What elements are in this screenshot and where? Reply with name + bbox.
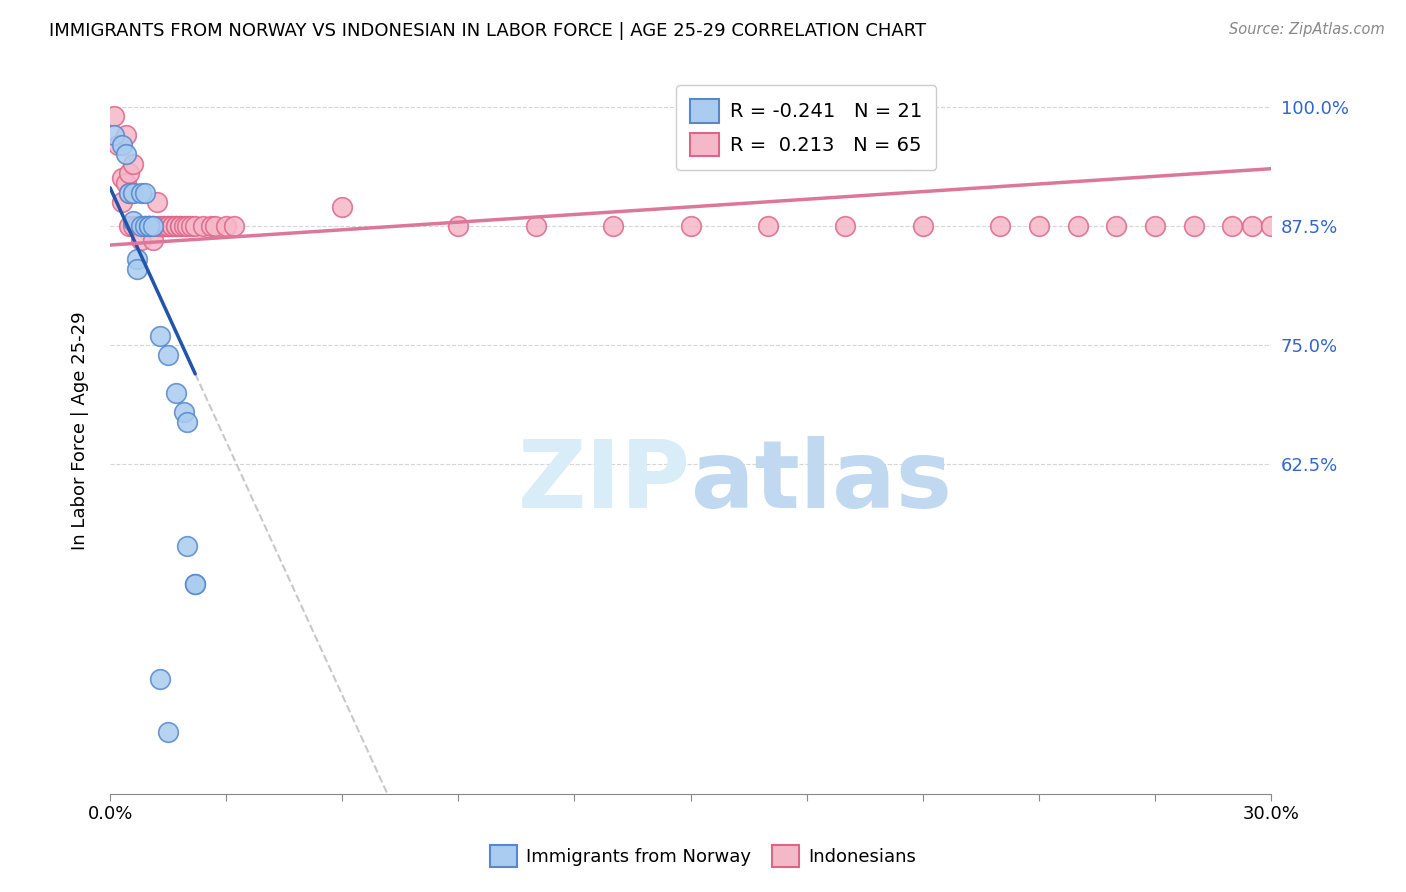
- Point: [138, 219, 160, 233]
- Text: ZIP: ZIP: [517, 436, 690, 528]
- Point: [118, 166, 141, 180]
- Point: [222, 219, 245, 233]
- Legend: Immigrants from Norway, Indonesians: Immigrants from Norway, Indonesians: [482, 838, 924, 874]
- Point: [184, 576, 207, 591]
- Point: [157, 724, 180, 739]
- Point: [127, 219, 149, 233]
- Point: [122, 219, 145, 233]
- Point: [1066, 219, 1088, 233]
- Point: [111, 137, 134, 152]
- Point: [111, 171, 134, 186]
- Point: [134, 219, 156, 233]
- Point: [145, 195, 167, 210]
- Point: [129, 219, 152, 233]
- Point: [1182, 219, 1205, 233]
- Point: [160, 219, 183, 233]
- Point: [169, 219, 191, 233]
- Point: [142, 219, 165, 233]
- Point: [114, 147, 136, 161]
- Point: [988, 219, 1011, 233]
- Point: [114, 176, 136, 190]
- Point: [129, 219, 152, 233]
- Point: [149, 219, 172, 233]
- Point: [679, 219, 702, 233]
- Point: [176, 415, 198, 429]
- Point: [1260, 219, 1282, 233]
- Point: [165, 219, 187, 233]
- Point: [157, 219, 180, 233]
- Point: [122, 186, 145, 200]
- Point: [169, 219, 191, 233]
- Point: [330, 200, 353, 214]
- Point: [145, 219, 167, 233]
- Legend: R = -0.241   N = 21, R =  0.213   N = 65: R = -0.241 N = 21, R = 0.213 N = 65: [676, 86, 936, 169]
- Point: [204, 219, 226, 233]
- Point: [142, 219, 165, 233]
- Point: [107, 137, 129, 152]
- Point: [122, 214, 145, 228]
- Point: [138, 219, 160, 233]
- Point: [129, 233, 152, 247]
- Point: [1143, 219, 1166, 233]
- Point: [200, 219, 222, 233]
- Point: [834, 219, 856, 233]
- Point: [1222, 219, 1244, 233]
- Point: [127, 219, 149, 233]
- Point: [160, 219, 183, 233]
- Point: [153, 219, 176, 233]
- Point: [184, 219, 207, 233]
- Point: [173, 405, 195, 419]
- Point: [118, 186, 141, 200]
- Point: [129, 219, 152, 233]
- Point: [122, 186, 145, 200]
- Point: [1028, 219, 1050, 233]
- Text: IMMIGRANTS FROM NORWAY VS INDONESIAN IN LABOR FORCE | AGE 25-29 CORRELATION CHAR: IMMIGRANTS FROM NORWAY VS INDONESIAN IN …: [49, 22, 927, 40]
- Point: [176, 539, 198, 553]
- Point: [122, 157, 145, 171]
- Point: [157, 219, 180, 233]
- Point: [184, 576, 207, 591]
- Text: atlas: atlas: [690, 436, 952, 528]
- Text: Source: ZipAtlas.com: Source: ZipAtlas.com: [1229, 22, 1385, 37]
- Point: [127, 252, 149, 267]
- Y-axis label: In Labor Force | Age 25-29: In Labor Force | Age 25-29: [72, 312, 89, 550]
- Point: [176, 219, 198, 233]
- Point: [118, 219, 141, 233]
- Point: [165, 386, 187, 401]
- Point: [134, 219, 156, 233]
- Point: [153, 219, 176, 233]
- Point: [149, 672, 172, 686]
- Point: [447, 219, 470, 233]
- Point: [114, 128, 136, 143]
- Point: [911, 219, 934, 233]
- Point: [127, 261, 149, 276]
- Point: [103, 109, 125, 123]
- Point: [756, 219, 779, 233]
- Point: [1240, 219, 1263, 233]
- Point: [142, 219, 165, 233]
- Point: [134, 219, 156, 233]
- Point: [180, 219, 202, 233]
- Point: [524, 219, 547, 233]
- Point: [157, 348, 180, 362]
- Point: [138, 219, 160, 233]
- Point: [134, 186, 156, 200]
- Point: [191, 219, 214, 233]
- Point: [173, 219, 195, 233]
- Point: [138, 219, 160, 233]
- Point: [1105, 219, 1128, 233]
- Point: [138, 219, 160, 233]
- Point: [111, 195, 134, 210]
- Point: [149, 328, 172, 343]
- Point: [129, 186, 152, 200]
- Point: [215, 219, 238, 233]
- Point: [142, 233, 165, 247]
- Point: [103, 128, 125, 143]
- Point: [118, 186, 141, 200]
- Point: [165, 219, 187, 233]
- Point: [149, 219, 172, 233]
- Point: [602, 219, 624, 233]
